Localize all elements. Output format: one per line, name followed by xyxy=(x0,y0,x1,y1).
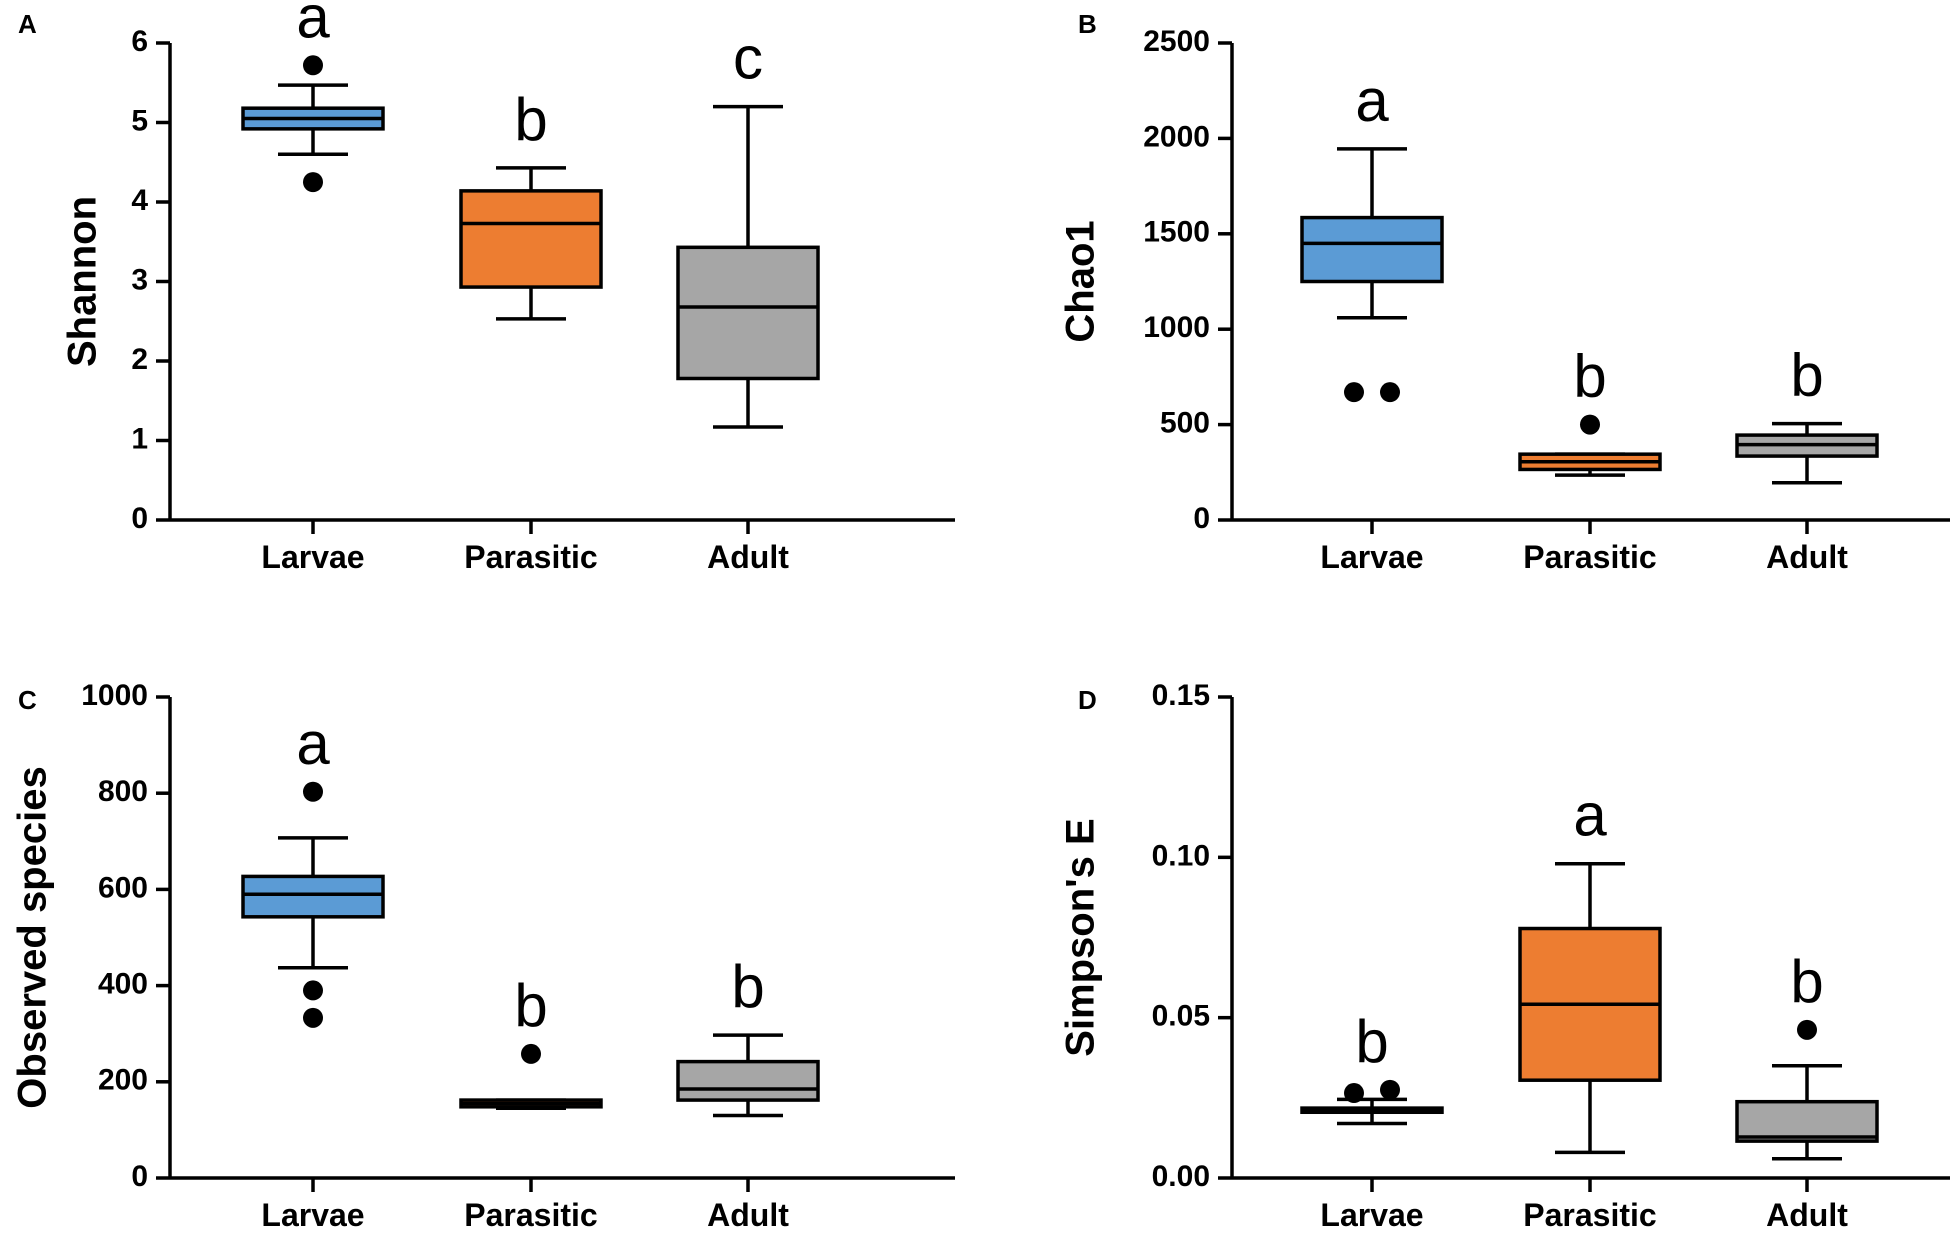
box-larvae xyxy=(241,874,385,919)
y-tick-label: 400 xyxy=(98,968,148,1001)
y-tick-label: 0.00 xyxy=(1152,1160,1210,1193)
significance-letter: b xyxy=(514,972,547,1039)
x-tick-label: Adult xyxy=(707,1197,789,1233)
significance-letter: b xyxy=(514,86,547,153)
outlier-point xyxy=(1344,382,1364,403)
significance-letter: a xyxy=(1573,782,1607,849)
significance-letter: b xyxy=(731,953,764,1020)
y-tick-label: 1 xyxy=(131,422,148,455)
y-tick-label: 2000 xyxy=(1143,120,1210,153)
outlier-point xyxy=(1380,382,1400,403)
outlier-point xyxy=(521,1043,541,1064)
x-tick-label: Parasitic xyxy=(464,539,597,575)
panel-label: B xyxy=(1078,9,1097,39)
outlier-point xyxy=(1344,1083,1364,1104)
x-tick-label: Larvae xyxy=(261,539,364,575)
x-tick-label: Adult xyxy=(1766,539,1848,575)
y-tick-label: 0 xyxy=(131,502,148,535)
panel-label: A xyxy=(18,9,37,39)
y-tick-label: 0.05 xyxy=(1152,1000,1210,1033)
y-tick-label: 600 xyxy=(98,871,148,904)
box-larvae xyxy=(1300,215,1444,284)
y-tick-label: 0.15 xyxy=(1152,679,1210,712)
significance-letter: c xyxy=(733,25,763,92)
x-tick-label: Parasitic xyxy=(1523,539,1656,575)
panel-label: C xyxy=(18,685,37,715)
significance-letter: b xyxy=(1355,1008,1388,1075)
y-tick-label: 1500 xyxy=(1143,216,1210,249)
y-axis-title: Chao1 xyxy=(1059,220,1103,342)
y-tick-label: 2500 xyxy=(1143,25,1210,58)
x-tick-label: Parasitic xyxy=(464,1197,597,1233)
y-tick-label: 200 xyxy=(98,1064,148,1097)
y-axis-title: Shannon xyxy=(61,196,105,367)
y-axis-title: Simpson's E xyxy=(1059,818,1103,1056)
y-tick-label: 800 xyxy=(98,775,148,808)
x-tick-label: Larvae xyxy=(261,1197,364,1233)
y-tick-label: 2 xyxy=(131,343,148,376)
y-axis-title: Observed species xyxy=(11,766,55,1108)
outlier-point xyxy=(303,1007,323,1028)
y-tick-label: 0.10 xyxy=(1152,839,1210,872)
x-tick-label: Larvae xyxy=(1320,539,1423,575)
panel-label: D xyxy=(1078,685,1097,715)
outlier-point xyxy=(303,172,323,193)
significance-letter: a xyxy=(296,710,330,777)
x-tick-label: Larvae xyxy=(1320,1197,1423,1233)
significance-letter: a xyxy=(1355,67,1389,134)
outlier-point xyxy=(1797,1019,1817,1040)
significance-letter: b xyxy=(1790,342,1823,409)
x-tick-label: Adult xyxy=(707,539,789,575)
y-tick-label: 500 xyxy=(1160,407,1210,440)
x-tick-label: Parasitic xyxy=(1523,1197,1656,1233)
y-tick-label: 6 xyxy=(131,25,148,58)
y-tick-label: 1000 xyxy=(1143,311,1210,344)
significance-letter: a xyxy=(296,0,330,50)
outlier-point xyxy=(303,55,323,76)
box-adult xyxy=(1735,1099,1879,1143)
box-parasitic xyxy=(459,189,603,289)
box-adult xyxy=(676,1059,820,1102)
significance-letter: b xyxy=(1573,343,1606,410)
y-tick-label: 5 xyxy=(131,104,148,137)
y-tick-label: 3 xyxy=(131,263,148,296)
x-tick-label: Adult xyxy=(1766,1197,1848,1233)
y-tick-label: 4 xyxy=(131,184,148,217)
y-tick-label: 1000 xyxy=(81,679,148,712)
box-adult xyxy=(676,245,820,381)
y-tick-label: 0 xyxy=(1193,502,1210,535)
outlier-point xyxy=(303,980,323,1001)
y-tick-label: 0 xyxy=(131,1160,148,1193)
outlier-point xyxy=(303,781,323,802)
significance-letter: b xyxy=(1790,948,1823,1015)
outlier-point xyxy=(1380,1079,1400,1100)
outlier-point xyxy=(1580,414,1600,435)
